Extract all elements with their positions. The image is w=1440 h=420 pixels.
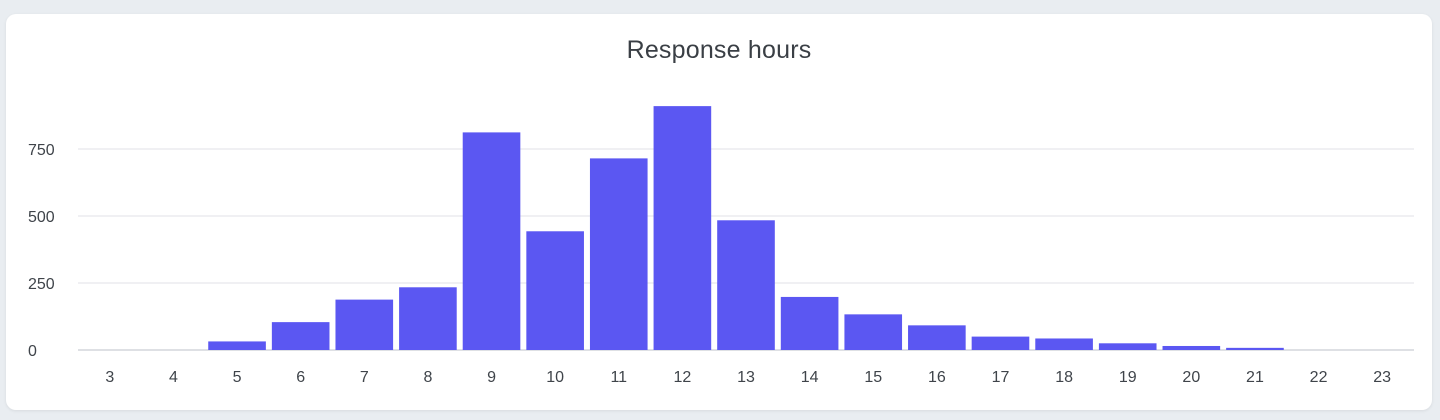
bar[interactable] (399, 287, 457, 350)
bar[interactable] (653, 106, 712, 351)
bar[interactable] (1162, 345, 1221, 350)
x-tick-label: 13 (737, 369, 755, 386)
x-tick-label: 11 (610, 369, 627, 386)
x-tick-label: 3 (105, 369, 114, 386)
x-tick-label: 14 (801, 369, 819, 386)
x-tick-label: 18 (1055, 369, 1073, 386)
bar[interactable] (717, 220, 775, 350)
x-tick-label: 20 (1182, 369, 1200, 386)
y-tick-label: 250 (28, 276, 55, 293)
bar[interactable] (208, 341, 266, 350)
bar[interactable] (335, 299, 394, 350)
x-tick-label: 16 (928, 369, 946, 386)
y-tick-label: 0 (28, 343, 37, 360)
x-tick-label: 9 (487, 369, 496, 386)
x-tick-label: 19 (1119, 369, 1137, 386)
y-tick-label: 750 (28, 142, 55, 159)
x-tick-label: 8 (423, 369, 432, 386)
bar[interactable] (844, 314, 903, 350)
x-tick-label: 12 (673, 369, 691, 386)
bar[interactable] (780, 296, 839, 350)
chart-title: Response hours (626, 36, 812, 64)
bar[interactable] (589, 158, 648, 350)
bar[interactable] (526, 231, 584, 350)
bar[interactable] (271, 322, 330, 350)
y-axis: 0 250 500 750 (28, 142, 55, 360)
bar[interactable] (462, 132, 521, 350)
x-tick-label: 17 (992, 369, 1010, 386)
x-tick-label: 15 (864, 369, 882, 386)
bar[interactable] (908, 325, 966, 350)
x-tick-label: 10 (546, 369, 564, 386)
bar[interactable] (1098, 343, 1157, 350)
bars (208, 106, 1284, 351)
x-axis: 3 4 5 6 7 8 9 10 11 12 13 14 15 16 17 18 19 20 21 22 23 (105, 369, 1391, 386)
x-tick-label: 7 (360, 369, 369, 386)
x-tick-label: 21 (1246, 369, 1264, 386)
x-tick-label: 6 (296, 369, 305, 386)
y-tick-label: 500 (28, 209, 55, 226)
x-tick-label: 23 (1373, 369, 1391, 386)
bar[interactable] (971, 336, 1030, 350)
bar[interactable] (1226, 347, 1284, 350)
bar[interactable] (1035, 338, 1093, 350)
x-tick-label: 4 (169, 369, 178, 386)
x-tick-label: 22 (1310, 369, 1328, 386)
x-tick-label: 5 (233, 369, 242, 386)
